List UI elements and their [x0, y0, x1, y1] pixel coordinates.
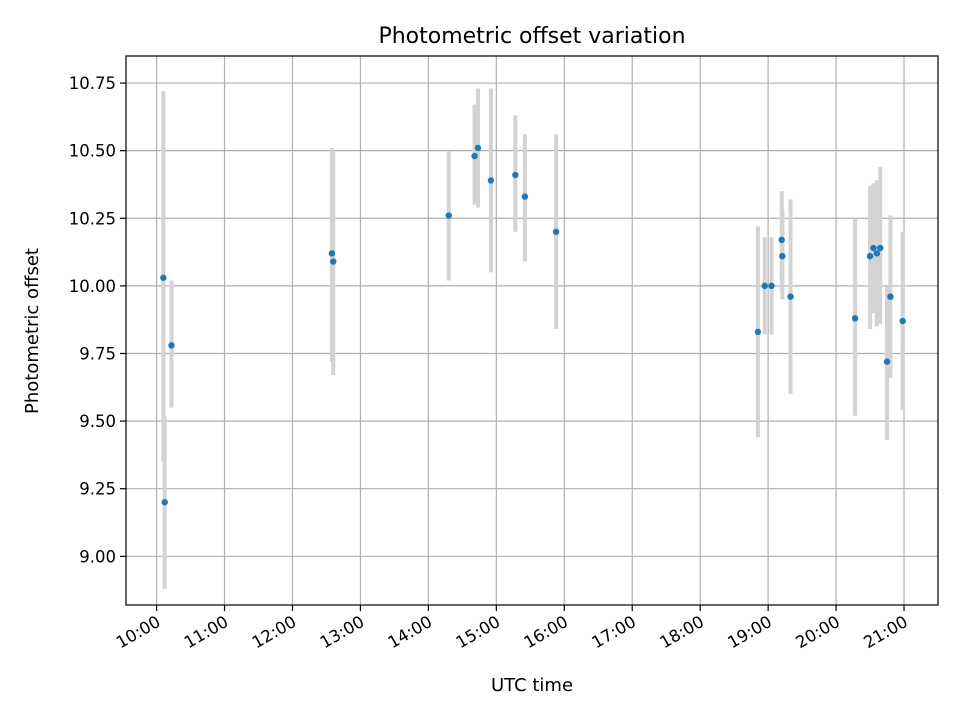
data-point: [552, 228, 560, 235]
data-point: [778, 236, 785, 244]
plot-frame: [125, 55, 939, 606]
data-point: [160, 274, 167, 281]
y-axis-label: Photometric offset: [22, 248, 43, 414]
data-point: [883, 358, 891, 365]
data-point: [445, 212, 452, 219]
data-point: [866, 252, 874, 260]
y-tick-label: 10.50: [69, 142, 116, 161]
y-tick-label: 10.75: [69, 74, 116, 93]
data-point: [899, 317, 906, 325]
y-tick-label: 9.25: [79, 480, 116, 499]
data-point: [521, 193, 529, 200]
y-tick-label: 10.25: [69, 209, 116, 228]
chart-title: Photometric offset variation: [378, 24, 685, 49]
data-point: [512, 171, 519, 179]
data-point: [877, 244, 884, 252]
data-point: [761, 282, 768, 290]
y-tick-label: 9.00: [79, 547, 116, 566]
data-point: [754, 328, 762, 336]
data-point: [887, 293, 894, 300]
x-axis-label: UTC time: [491, 675, 573, 696]
point-layer: [160, 144, 906, 506]
data-point: [487, 177, 495, 184]
data-point: [168, 342, 175, 349]
data-point: [787, 293, 794, 300]
data-point: [768, 282, 775, 290]
y-tick-label: 9.50: [79, 412, 116, 431]
data-point: [779, 252, 786, 260]
y-axis-ticks: 9.00 9.25 9.50 9.75 10.00 10.25 10.50 10.75: [69, 74, 126, 566]
y-tick-label: 9.75: [79, 344, 116, 363]
grid-layer: [126, 56, 938, 605]
data-point: [328, 250, 336, 257]
data-point: [161, 499, 168, 506]
data-point: [873, 250, 881, 257]
data-point: [851, 315, 859, 322]
y-tick-label: 10.00: [69, 277, 116, 296]
data-point: [330, 258, 337, 265]
data-point: [474, 144, 482, 152]
data-point: [471, 152, 478, 160]
data-point: [870, 244, 877, 252]
